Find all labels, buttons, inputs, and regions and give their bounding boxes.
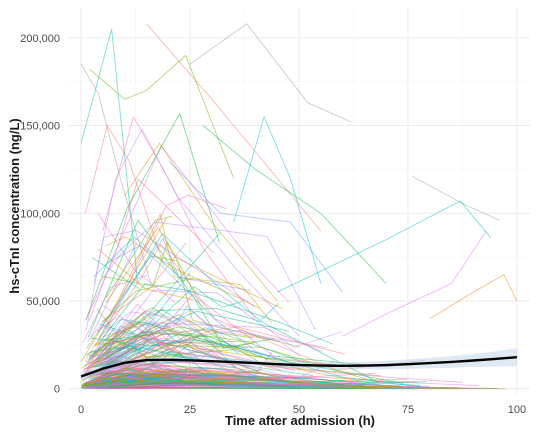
- patient-series-line: [98, 283, 333, 345]
- y-tick-label: 0: [54, 384, 60, 396]
- patient-series-line: [106, 368, 330, 381]
- patient-series-line: [105, 327, 131, 337]
- patient-series-line: [85, 320, 223, 369]
- patient-series-line: [103, 242, 187, 322]
- patient-series-line: [81, 217, 167, 362]
- patient-series-line: [85, 178, 214, 321]
- series-lines: [80, 23, 518, 390]
- patient-series-line: [91, 360, 126, 367]
- patient-series-line: [167, 160, 343, 293]
- y-tick-label: 100,000: [20, 208, 60, 220]
- patient-series-line: [89, 345, 235, 369]
- x-axis-title: Time after admission (h): [225, 413, 375, 428]
- y-tick-label: 50,000: [26, 296, 60, 308]
- patient-series-line: [277, 200, 492, 293]
- trend-layer: [80, 348, 517, 381]
- patient-series-line: [99, 221, 316, 331]
- patient-series-line: [96, 375, 181, 383]
- patient-series-line: [106, 344, 136, 363]
- patient-series-line: [93, 128, 300, 337]
- patient-series-line: [342, 230, 487, 337]
- patient-series-line: [84, 124, 165, 267]
- x-tick-label: 25: [184, 404, 196, 416]
- patient-series-line: [85, 364, 358, 386]
- patient-series-line: [146, 23, 322, 232]
- patient-series-line: [412, 176, 500, 221]
- patient-series-line: [87, 339, 422, 388]
- patient-series-line: [124, 142, 278, 302]
- patient-series-line: [98, 232, 279, 339]
- patient-series-line: [94, 366, 195, 381]
- patient-series-line: [102, 326, 254, 346]
- patient-series-line: [105, 226, 283, 310]
- patient-series-line: [86, 338, 189, 367]
- patient-series-line: [82, 274, 148, 344]
- patient-series-line: [92, 257, 140, 289]
- patient-series-line: [84, 331, 389, 387]
- y-tick-label: 200,000: [20, 33, 60, 45]
- y-axis-title: hs-cTnI concentration (ng/L): [7, 118, 22, 294]
- patient-series-line: [91, 382, 398, 389]
- x-tick-label: 0: [78, 404, 84, 416]
- patient-series-line: [94, 387, 375, 389]
- patient-series-line: [105, 333, 326, 369]
- patient-series-line: [94, 310, 290, 365]
- patient-series-line: [85, 112, 220, 320]
- patient-series-line: [90, 242, 138, 338]
- patient-series-line: [189, 23, 352, 123]
- patient-series-line: [102, 329, 301, 369]
- patient-series-line: [80, 63, 152, 284]
- x-tick-label: 100: [508, 404, 526, 416]
- patient-series-line: [80, 28, 139, 284]
- patient-series-line: [101, 277, 194, 323]
- patient-series-line: [83, 322, 323, 375]
- patient-series-line: [103, 289, 343, 356]
- x-tick-label: 75: [402, 404, 414, 416]
- patient-series-line: [93, 374, 420, 386]
- patient-series-line: [106, 194, 226, 329]
- patient-series-line: [85, 229, 256, 331]
- patient-series-line: [89, 347, 352, 387]
- patient-series-line: [99, 373, 178, 382]
- x-tick-label: 50: [293, 404, 305, 416]
- patient-series-line: [102, 311, 327, 349]
- patient-series-line: [100, 379, 296, 388]
- patient-series-line: [105, 215, 173, 298]
- patient-series-line: [95, 213, 273, 347]
- smoothed-trend-line: [80, 356, 517, 378]
- patient-series-line: [233, 115, 322, 284]
- y-tick-label: 150,000: [20, 121, 60, 133]
- patient-series-line: [101, 305, 239, 370]
- patient-series-line: [89, 54, 235, 179]
- patient-series-line: [98, 320, 219, 361]
- patient-series-line: [82, 323, 463, 383]
- patient-series-line: [429, 274, 518, 319]
- patient-series-line: [87, 316, 108, 342]
- patient-series-line: [83, 336, 319, 381]
- tick-labels: 0 25 50 75 100 0 50,000 100,000 150,000 200,000: [20, 33, 526, 416]
- patient-series-line: [202, 125, 387, 284]
- patient-series-line: [84, 368, 171, 385]
